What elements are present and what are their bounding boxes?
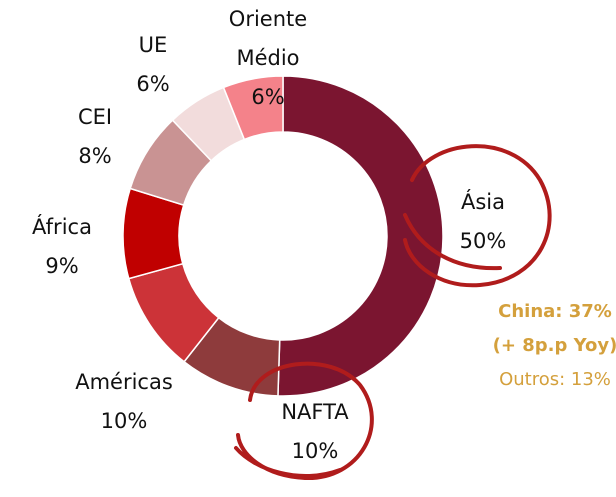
highlight-swirl [234,361,374,481]
slice-label: UE 6% [98,26,208,104]
slice-label: Américas 10% [69,363,179,441]
slice-label: Oriente Médio 6% [223,0,313,117]
category-name: NAFTA [281,400,349,424]
value-label: 6% [136,72,170,96]
slice-label: NAFTA 10% [260,393,370,471]
slice-label: Ásia 50% [428,183,538,261]
category-name: CEI [77,105,113,129]
category-name: Oriente Médio [228,7,308,70]
value-label: 50% [459,229,507,253]
category-name: Américas [75,370,173,394]
value-label: 9% [45,254,79,278]
slice-label: África 9% [7,208,117,286]
slice-label: CEI 8% [40,98,150,176]
value-label: 10% [100,409,148,433]
category-name: África [32,215,92,239]
value-label: 8% [78,144,112,168]
value-label: 6% [251,85,285,109]
value-label: 10% [291,439,339,463]
category-name: Ásia [460,190,505,214]
annotation: (+ 8p.p Yoy) [492,335,616,356]
category-name: UE [138,33,168,57]
slice [222,75,284,141]
annotation: Outros: 13% [499,369,611,390]
slices [122,75,444,397]
annotation: China: 37% [498,301,612,322]
slice [277,75,444,397]
highlight-swirl [403,144,552,288]
